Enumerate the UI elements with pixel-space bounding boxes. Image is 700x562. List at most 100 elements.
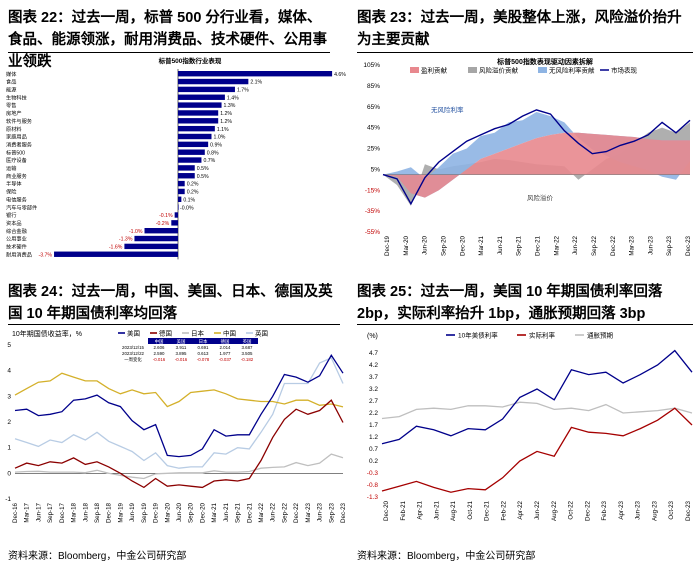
series-line-0 [14,354,344,458]
chart25-title: 图表 25：过去一周，美国 10 年期国债利率回落 2bp，实际利率抬升 1bp… [357,284,663,322]
value-label: -1.0% [129,229,143,235]
y-tick: -0.3 [367,470,379,477]
category-label: 汽车与零部件 [6,203,37,211]
x-tick: Dec-17 [59,502,66,523]
y-tick: 5 [7,342,11,349]
bar [124,243,178,250]
value-label: -1.6% [109,245,123,251]
table-cell: 3.895 [176,351,188,356]
x-tick: Feb-22 [500,500,507,520]
table-header-cell [170,338,192,344]
x-tick: Dec-20 [459,235,466,256]
value-label: 4.6% [334,72,346,78]
category-label: 媒体 [6,70,17,78]
category-label: 电信服务 [6,195,27,203]
x-tick: Sep-20 [188,502,195,523]
x-tick: Dec-21 [246,502,253,523]
table-cell: -0.037 [219,357,232,362]
value-label: 0.5% [197,166,209,172]
y-tick: 0.2 [369,458,378,465]
x-tick: Sep-23 [666,235,673,256]
legend-label: 通胀预期 [587,331,614,340]
y-tick: 3 [7,393,11,400]
y-tick: 4.2 [369,362,378,369]
x-tick: Dec-19 [384,235,391,256]
bar [178,118,219,124]
y-tick: -0.8 [367,482,379,489]
category-label: 保险 [6,188,17,196]
bar [178,110,219,116]
value-label: -1.3% [119,237,133,243]
value-label: 1.4% [227,95,239,101]
y-tick: -1.3 [367,494,379,501]
series-line-3 [14,372,344,408]
category-label: 运输 [6,164,17,172]
y-tick: 4.7 [369,350,378,357]
y-tick: 1.7 [369,422,378,429]
chart22-sector-bar-chart: 标普500指数行业表现 媒体 4.6% 食品 2.1% 能源 1.7% 生物科技 1.4% 零售… [6,56,346,260]
x-tick: Sep-22 [281,502,288,523]
table-cell: -0.078 [197,357,210,362]
x-tick: Dec-23 [340,502,347,523]
y-tick: -15% [365,187,380,194]
chart23-decomposition-chart: 标普500指数表现驱动因素拆解 105% 85% 65% 45% 25% 5% -15% -3… [363,57,692,256]
value-label: -0.0% [180,205,194,211]
value-label: -0.2% [156,221,170,227]
bar [178,102,222,108]
chart22-heading: 标普500指数行业表现 [158,56,222,65]
x-tick: Dec-18 [106,502,113,523]
x-tick: Oct-21 [467,500,474,519]
x-tick: Mar-20 [164,502,171,522]
x-tick: Aug-21 [450,500,457,521]
x-tick: Dec-22 [293,502,300,523]
series-line-2 [381,401,693,420]
x-tick: Oct-22 [568,500,575,519]
chart24-title: 图表 24：过去一周，中国、美国、日本、德国及英国 10 年期国债利率均回落 [8,284,333,322]
table-cell: 3.505 [242,351,254,356]
value-label: 0.5% [197,174,209,180]
legend-label: 美国 [127,329,140,338]
category-label: 软件与服务 [6,117,32,125]
x-tick: Jun-21 [497,235,504,254]
legend-label: 10年美债利率 [458,331,498,340]
x-tick: Aug-23 [651,500,658,521]
y-tick: 105% [363,62,380,69]
value-label: 1.2% [220,119,232,125]
y-tick: 5% [371,166,381,173]
x-tick: Feb-23 [601,500,608,520]
y-tick: 2.2 [369,410,378,417]
category-label: 零售 [6,101,16,109]
value-label: 2.1% [250,80,262,86]
x-tick: Jun-23 [647,235,654,254]
y-tick: 3.7 [369,374,378,381]
divider [357,324,693,325]
table-header-text: 中国 [155,338,164,345]
x-tick: Mar-17 [24,502,31,522]
market-line [382,109,691,206]
y-tick: 85% [367,83,380,90]
y-tick: -1 [5,496,11,503]
x-tick: Dec-23 [685,235,692,256]
bar [178,94,225,100]
table-cell: 一周变化 [124,356,142,363]
x-tick: Dec-21 [535,235,542,256]
x-tick: Sep-23 [328,502,335,523]
legend-label: 英国 [255,329,268,338]
table-cell: -0.182 [241,357,254,362]
category-label: 能源 [6,86,17,94]
table-cell: 1.977 [220,351,232,356]
chart24-ylabel: 10年期国债收益率，% [12,329,82,338]
x-tick: Mar-23 [305,502,312,522]
category-label: 综合金融 [6,227,27,235]
table-header-cell [236,338,258,344]
value-label: 0.8% [207,150,219,156]
category-label: 公用事业 [6,235,27,243]
legend-swatch [410,67,419,73]
chart25-us-rates-chart: (%) 4.7 4.2 3.7 3.2 2.7 2.2 1.7 1.2 0.7 0.2 -0.3 -0… [367,331,693,521]
bar [178,204,179,210]
x-tick: Jun-20 [176,502,183,521]
table-cell: 2.606 [154,345,166,350]
x-tick: Mar-22 [258,502,265,522]
table-cell: 0.613 [198,351,210,356]
x-tick: Jun-22 [572,235,579,254]
